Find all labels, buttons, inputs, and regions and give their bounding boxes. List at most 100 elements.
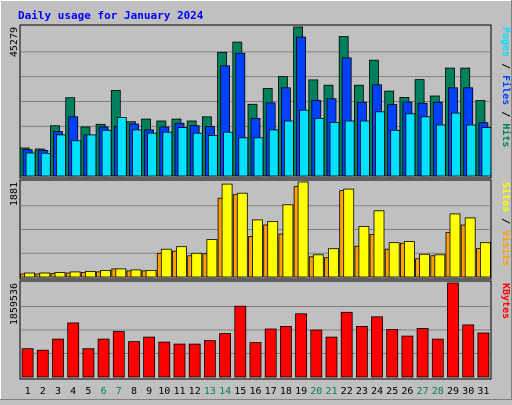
- x-tick-label-day-9: 9: [146, 386, 152, 397]
- x-tick-label-day-25: 25: [386, 386, 398, 397]
- bar-pages-day-4: [71, 140, 82, 177]
- bar-kbytes-day-11: [173, 343, 186, 378]
- bar-kbytes-day-25: [386, 329, 399, 378]
- bar-kbytes-day-2: [36, 349, 49, 378]
- x-tick-label-day-8: 8: [131, 386, 137, 397]
- x-tick-label-day-6: 6: [101, 386, 107, 397]
- bar-kbytes-day-30: [462, 324, 475, 378]
- bar-sites-day-27: [419, 253, 431, 278]
- bar-sites-day-10: [160, 248, 172, 278]
- x-tick-label-day-2: 2: [40, 386, 46, 397]
- x-tick-label-day-27: 27: [417, 386, 429, 397]
- bar-sites-day-15: [236, 192, 248, 278]
- bar-pages-day-30: [466, 124, 477, 177]
- bar-sites-day-22: [343, 188, 355, 278]
- bar-pages-day-1: [25, 152, 36, 177]
- bar-pages-day-13: [207, 135, 218, 177]
- x-tick-label-day-3: 3: [55, 386, 61, 397]
- x-tick-label-day-28: 28: [432, 386, 444, 397]
- bar-pages-day-27: [420, 116, 431, 177]
- legend-part: Files: [500, 75, 512, 105]
- bar-sites-day-26: [403, 241, 415, 278]
- x-tick-label-day-14: 14: [219, 386, 231, 397]
- bar-kbytes-day-6: [97, 338, 110, 378]
- x-tick-label-day-23: 23: [356, 386, 368, 397]
- bar-kbytes-day-9: [143, 336, 156, 378]
- bar-pages-day-3: [56, 134, 66, 177]
- legend-part: Visits: [500, 230, 512, 266]
- bar-pages-day-11: [177, 127, 188, 177]
- bar-sites-day-1: [24, 272, 36, 278]
- bar-sites-day-12: [191, 252, 203, 278]
- x-tick-label-day-7: 7: [116, 386, 122, 397]
- bar-sites-day-13: [206, 239, 218, 278]
- panel-top: 45279 Pages / Files / Hits: [9, 24, 512, 179]
- x-tick-label-day-26: 26: [401, 386, 413, 397]
- legend-part: /: [500, 212, 511, 230]
- bar-kbytes-day-22: [340, 311, 353, 378]
- bar-pages-day-28: [435, 124, 446, 177]
- panel-middle-scale-label: 1881: [9, 182, 20, 206]
- bar-kbytes-day-12: [188, 343, 201, 378]
- bar-sites-day-16: [252, 219, 263, 278]
- x-tick-label-day-10: 10: [158, 386, 170, 397]
- bar-sites-day-9: [145, 269, 157, 278]
- bar-pages-day-10: [162, 131, 173, 177]
- bar-kbytes-day-13: [203, 340, 216, 378]
- bar-sites-day-21: [328, 248, 339, 278]
- bar-kbytes-day-5: [82, 348, 95, 378]
- bar-sites-day-11: [176, 246, 187, 278]
- bar-kbytes-day-1: [21, 348, 34, 378]
- x-tick-label-day-31: 31: [477, 386, 489, 397]
- bar-sites-day-17: [267, 220, 279, 278]
- panel-top-scale-label: 45279: [9, 27, 20, 57]
- x-tick-label-day-1: 1: [25, 386, 31, 397]
- bar-pages-day-17: [268, 129, 279, 177]
- x-tick-label-day-29: 29: [447, 386, 459, 397]
- bar-kbytes-day-23: [355, 325, 368, 378]
- bar-pages-day-14: [223, 131, 234, 177]
- bar-kbytes-day-7: [112, 331, 125, 378]
- bar-kbytes-day-15: [234, 305, 247, 378]
- legend-part: KBytes: [500, 283, 511, 319]
- bar-pages-day-24: [375, 111, 385, 177]
- bar-sites-day-23: [358, 226, 370, 278]
- panel-bottom: 1859536 KBytes: [9, 280, 511, 380]
- bar-kbytes-day-28: [431, 338, 444, 378]
- legend-part: Hits: [500, 123, 512, 147]
- bar-sites-day-8: [130, 269, 142, 278]
- bar-pages-day-26: [405, 113, 416, 177]
- bar-sites-day-14: [221, 183, 233, 278]
- bar-sites-day-5: [85, 270, 96, 278]
- panel-bottom-scale-label: 1859536: [9, 283, 20, 325]
- x-tick-label-day-30: 30: [462, 386, 474, 397]
- bar-kbytes-day-24: [371, 316, 383, 378]
- bar-pages-day-8: [132, 129, 142, 177]
- x-tick-label-day-4: 4: [70, 386, 76, 397]
- bar-kbytes-day-20: [310, 329, 323, 378]
- bar-kbytes-day-29: [447, 282, 459, 378]
- bar-pages-day-29: [451, 112, 461, 177]
- bar-sites-day-24: [373, 210, 385, 278]
- bar-kbytes-day-14: [219, 333, 232, 378]
- bar-pages-day-5: [86, 134, 97, 177]
- legend-part: Sites: [500, 182, 512, 212]
- x-tick-label-day-24: 24: [371, 386, 383, 397]
- bar-pages-day-2: [40, 152, 51, 177]
- bar-sites-day-29: [449, 213, 461, 278]
- x-tick-label-day-11: 11: [173, 386, 185, 397]
- bar-sites-day-2: [39, 272, 51, 278]
- panel-middle-legend: Sites / Visits: [500, 182, 512, 266]
- bar-pages-day-31: [481, 127, 492, 177]
- bar-sites-day-25: [388, 242, 400, 278]
- bar-kbytes-day-10: [158, 341, 171, 378]
- bar-sites-day-31: [479, 242, 491, 278]
- x-tick-label-day-16: 16: [249, 386, 261, 397]
- bar-pages-day-21: [329, 122, 340, 177]
- bar-pages-day-15: [238, 137, 249, 177]
- bar-pages-day-18: [283, 120, 294, 177]
- bar-kbytes-day-17: [264, 328, 277, 378]
- x-tick-label-day-5: 5: [85, 386, 91, 397]
- bar-kbytes-day-27: [416, 328, 429, 378]
